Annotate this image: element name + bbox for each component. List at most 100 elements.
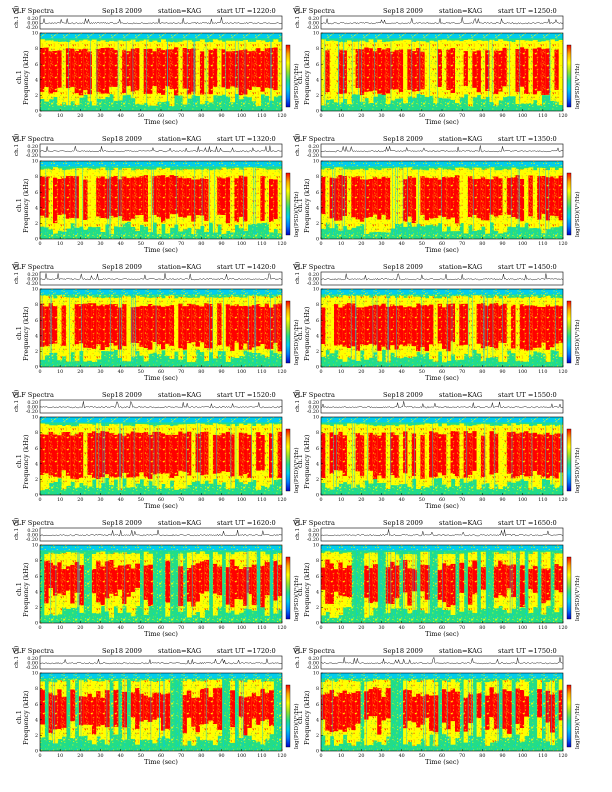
burst-core [390,304,395,346]
burst-core [506,565,512,589]
burst-core [511,304,516,349]
burst-column [208,424,214,484]
burst-core [459,562,465,593]
burst-core [338,562,344,596]
chart-panel-10: VLF Spectra Sep18 2009 station=KAG start UT… [292,518,581,638]
colorbar-label: log(PSD)(V²/Hz) [574,703,581,749]
x-tick-label: 20 [358,625,364,631]
spectral-streak [502,289,503,367]
burst-core [152,431,158,475]
spectral-streak [403,545,405,623]
trace-tick-label: 0.20 [308,656,319,662]
spectral-streak [387,289,389,367]
x-tick-label: 80 [479,369,485,375]
burst-core [143,565,149,600]
burst-core [554,564,560,591]
burst-core [96,305,102,344]
spectral-streak [487,289,488,367]
burst-core [463,697,469,732]
burst-core [238,696,244,717]
spectral-streak [352,417,353,495]
burst-core [385,306,391,350]
burst-core [381,303,387,347]
chart-start-time: start UT =1620:0 [217,519,276,527]
spectral-streak [175,673,177,751]
trace-axis-label: ch.1 (V) [294,6,301,28]
burst-column [459,423,465,479]
burst-core [182,48,188,89]
burst-core [65,432,71,476]
spectral-streak [343,33,344,111]
burst-core [424,177,430,221]
y-tick-label: 4 [316,589,319,595]
burst-core [217,435,223,474]
burst-core [126,51,132,87]
burst-core [204,559,210,592]
burst-core [537,689,542,718]
burst-column [385,425,391,489]
spectral-streak [471,673,472,751]
y-axis-label: Frequency (kHz) [303,435,311,489]
x-tick-label: 120 [558,753,567,759]
y-tick-label: 8 [316,302,319,308]
burst-column [416,424,421,489]
burst-core [260,435,266,471]
burst-core [199,306,205,343]
y-tick-label: 6 [35,62,38,68]
spectral-streak [411,33,413,111]
spectral-streak [192,545,193,623]
burst-core [234,50,240,88]
chart-start-time: start UT =1450:0 [498,263,557,271]
burst-column [48,169,54,230]
burst-column [256,168,261,224]
burst-core [148,564,153,606]
x-tick-label: 70 [178,625,184,631]
band-10khz [321,161,563,167]
burst-core [61,696,67,728]
spectral-streak [223,289,224,367]
burst-core [364,306,370,346]
y-axis-prefix: ch.1 [15,454,23,468]
y-axis-prefix: ch.1 [296,198,304,212]
y-tick-label: 8 [316,174,319,180]
spectral-streak [419,33,421,111]
spectral-streak [149,417,151,495]
x-tick-label: 60 [158,369,164,375]
x-tick-label: 100 [237,497,246,503]
burst-core [334,178,339,221]
burst-column [91,169,97,228]
band-10khz [40,289,282,295]
chart-date: Sep18 2009 [102,519,142,527]
burst-core [61,178,67,215]
y-tick-label: 6 [316,446,319,452]
spectral-streak [124,673,126,751]
spectral-streak [125,33,127,111]
colorbar-label: log(PSD)(V²/Hz) [574,63,581,109]
x-tick-label: 40 [399,497,405,503]
x-tick-label: 90 [499,241,505,247]
y-tick-label: 2 [35,221,38,227]
trace-tick-label: -0.20 [26,409,38,415]
burst-core [217,303,223,345]
y-tick-label: 0 [316,237,319,243]
spectral-streak [552,417,553,495]
x-axis-label: Time (sec) [144,246,178,254]
burst-core [117,307,123,350]
burst-core [398,49,404,92]
spectral-streak [104,417,106,495]
burst-core [139,693,145,722]
burst-core [74,304,80,345]
spectral-streak [209,289,210,367]
y-tick-label: 6 [316,574,319,580]
spectral-streak [487,545,488,623]
burst-column [178,41,184,96]
chart-station: station=KAG [158,135,201,143]
burst-core [498,178,504,216]
burst-core [182,433,188,472]
burst-column [472,295,478,350]
spectral-streak [499,673,500,751]
burst-core [165,693,171,729]
trace-axis-label: ch.1 (V) [294,390,301,412]
spectral-streak [139,673,141,751]
burst-core [420,696,426,725]
